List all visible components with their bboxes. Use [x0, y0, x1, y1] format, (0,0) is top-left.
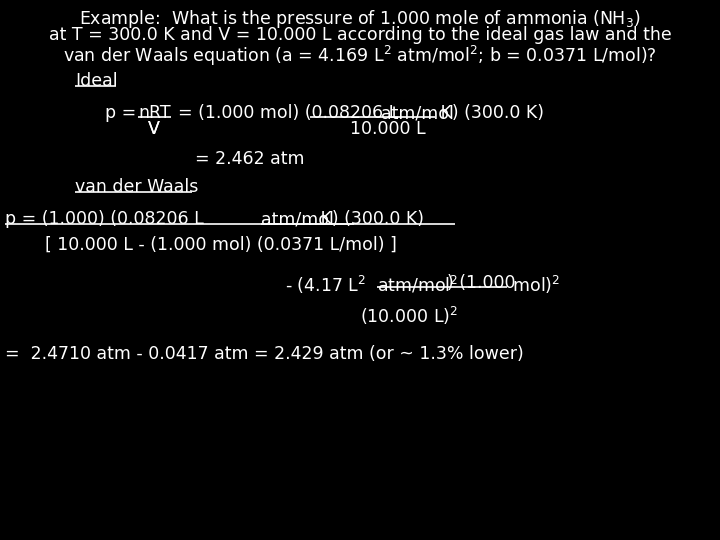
Text: (10.000 L)$^2$: (10.000 L)$^2$	[360, 305, 458, 327]
Text: atm/mol: atm/mol	[261, 210, 334, 228]
Text: p =: p =	[105, 104, 136, 122]
Text: at T = 300.0 K and V = 10.000 L according to the ideal gas law and the: at T = 300.0 K and V = 10.000 L accordin…	[49, 26, 671, 44]
Text: van der Waals: van der Waals	[75, 178, 199, 196]
Text: = 2.462 atm: = 2.462 atm	[195, 150, 305, 168]
Text: = (1.000 mol) (0.08206 L: = (1.000 mol) (0.08206 L	[178, 104, 398, 122]
Text: Ideal: Ideal	[75, 72, 117, 90]
Text: Example:  What is the pressure of 1.000 mole of ammonia (NH$_3$): Example: What is the pressure of 1.000 m…	[79, 8, 641, 30]
Text: - (4.17 L$^2$: - (4.17 L$^2$	[285, 274, 366, 296]
Text: mol)$^2$: mol)$^2$	[507, 274, 560, 296]
Text: p = (1.000) (0.08206 L: p = (1.000) (0.08206 L	[5, 210, 204, 228]
Text: ) (1.000: ) (1.000	[447, 274, 516, 292]
Text: atm/mol$^2$: atm/mol$^2$	[377, 274, 459, 295]
Text: 10.000 L: 10.000 L	[350, 120, 426, 138]
Text: van der Waals equation (a = 4.169 L$^2$ atm/mol$^2$; b = 0.0371 L/mol)?: van der Waals equation (a = 4.169 L$^2$ …	[63, 44, 657, 68]
Text: =  2.4710 atm - 0.0417 atm = 2.429 atm (or ~ 1.3% lower): = 2.4710 atm - 0.0417 atm = 2.429 atm (o…	[5, 345, 523, 363]
Text: [ 10.000 L - (1.000 mol) (0.0371 L/mol) ]: [ 10.000 L - (1.000 mol) (0.0371 L/mol) …	[45, 236, 397, 254]
Text: atm/mol: atm/mol	[381, 104, 454, 122]
Text: V: V	[148, 120, 160, 138]
Text: K) (300.0 K): K) (300.0 K)	[435, 104, 544, 122]
Text: V: V	[148, 120, 160, 138]
Text: nRT: nRT	[138, 104, 171, 122]
Text: K) (300.0 K): K) (300.0 K)	[315, 210, 424, 228]
